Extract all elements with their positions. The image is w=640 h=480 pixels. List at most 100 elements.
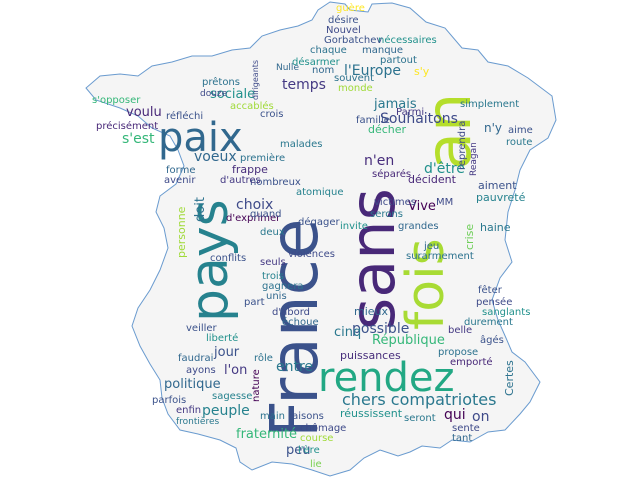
cloud-word: ayons [186, 365, 216, 376]
cloud-word: décident [408, 173, 456, 186]
cloud-word: nom [312, 65, 335, 76]
cloud-word: désire [328, 15, 359, 26]
cloud-word: surarmement [406, 251, 474, 262]
cloud-word: simplement [460, 99, 520, 110]
cloud-word: sente [452, 423, 480, 434]
cloud-word: dirigeants [251, 59, 260, 100]
cloud-word: atomique [296, 187, 344, 198]
cloud-word: puissances [340, 349, 401, 362]
cloud-word: chaque [310, 45, 347, 56]
cloud-word: décher [368, 123, 407, 136]
cloud-word: trois [262, 271, 284, 282]
cloud-word: Reagan [469, 142, 479, 176]
cloud-word: invite [340, 221, 368, 232]
cloud-word: lie [310, 459, 322, 470]
cloud-word: s'est [122, 131, 155, 147]
cloud-word: on [472, 409, 490, 425]
cloud-word: nature [251, 369, 262, 402]
cloud-word: pauvreté [476, 191, 526, 204]
cloud-word: qui [444, 407, 466, 423]
cloud-word: s'y [414, 65, 430, 78]
cloud-word: MM [436, 197, 454, 208]
cloud-word: réfléchi [166, 111, 204, 122]
cloud-word: sociale [210, 87, 256, 102]
cloud-word: guère [336, 3, 365, 14]
cloud-word: d'autres [220, 175, 261, 186]
cloud-word: forme [166, 165, 196, 176]
cloud-word: part [244, 297, 265, 308]
cloud-word: violences [288, 249, 335, 260]
cloud-word: échoue [282, 317, 319, 328]
cloud-word: tant [452, 433, 473, 444]
cloud-word: haine [480, 221, 511, 234]
cloud-word: durement [464, 317, 513, 328]
cloud-word: désarmer [292, 57, 340, 68]
cloud-word: dégager [298, 217, 340, 228]
cloud-word: d'abord [272, 307, 310, 318]
cloud-word: aiment [478, 179, 517, 192]
cloud-word: n'en [364, 153, 395, 169]
france-map-outline [85, 1, 557, 477]
cloud-word: rôle [254, 353, 273, 364]
cloud-word: malades [280, 139, 323, 150]
cloud-word: course [300, 433, 334, 444]
cloud-word: frontières [176, 417, 220, 427]
cloud-word: souvent [334, 73, 374, 84]
cloud-word: l'Europe [344, 63, 401, 79]
cloud-word: route [506, 137, 533, 148]
cloud-word: choix [236, 197, 274, 213]
cloud-word: d'être [424, 161, 465, 177]
cloud-word: s'opposer [92, 95, 141, 106]
cloud-word: n'y [484, 121, 503, 135]
cloud-word: prêtons [202, 77, 240, 88]
cloud-word: victimes [374, 197, 416, 208]
cloud-word: doit [193, 197, 208, 222]
cloud-word: grandes [398, 221, 439, 232]
cloud-word: politique [164, 377, 221, 392]
cloud-word: âgés [480, 335, 504, 346]
cloud-word: avenir [164, 175, 196, 186]
cloud-word: seront [404, 413, 436, 424]
cloud-word: première [240, 153, 286, 164]
cloud-word: jeu [424, 241, 440, 252]
cloud-word: Souhaitons [380, 111, 458, 127]
cloud-word: gagnera [262, 281, 304, 292]
cloud-word: crise [463, 223, 476, 250]
cloud-word: parfois [152, 395, 187, 406]
cloud-word: entre [276, 359, 314, 375]
cloud-word: douze [200, 89, 228, 99]
cloud-word: quand [250, 209, 282, 220]
cloud-word: frappe [232, 163, 268, 176]
cloud-word: jour [214, 345, 240, 360]
cloud-word: personne [175, 206, 188, 258]
cloud-word: sagesse [212, 391, 253, 402]
cloud-word: voeux [194, 149, 237, 165]
cloud-word: emporté [450, 357, 493, 368]
cloud-word: d'exprimer [226, 213, 281, 224]
cloud-word: aime [508, 125, 533, 136]
cloud-word: Parmi [396, 107, 425, 118]
cloud-word: deux [260, 227, 285, 238]
cloud-word: paix [158, 115, 243, 161]
cloud-word: République [372, 333, 445, 348]
cloud-word: réussissent [340, 407, 403, 420]
cloud-word: chômage [300, 423, 347, 434]
cloud-word: liberté [206, 333, 239, 344]
cloud-word: monde [338, 83, 373, 94]
cloud-word: temps [282, 77, 326, 93]
cloud-word: manque [362, 45, 404, 56]
cloud-word: belle [448, 325, 473, 336]
cloud-word: rendez [318, 355, 455, 401]
cloud-word: pensée [476, 297, 513, 308]
cloud-word: peu [286, 443, 311, 458]
cloud-word: Nouvel [326, 25, 361, 36]
cloud-word: séparés [372, 169, 412, 180]
cloud-word: sanglants [482, 307, 531, 318]
cloud-word: voulu [126, 105, 162, 120]
cloud-word: précisément [96, 121, 159, 132]
cloud-word: accablés [230, 101, 274, 112]
cloud-word: crois [260, 109, 284, 120]
cloud-word: conflits [210, 253, 247, 264]
cloud-word: fêter [478, 285, 502, 296]
